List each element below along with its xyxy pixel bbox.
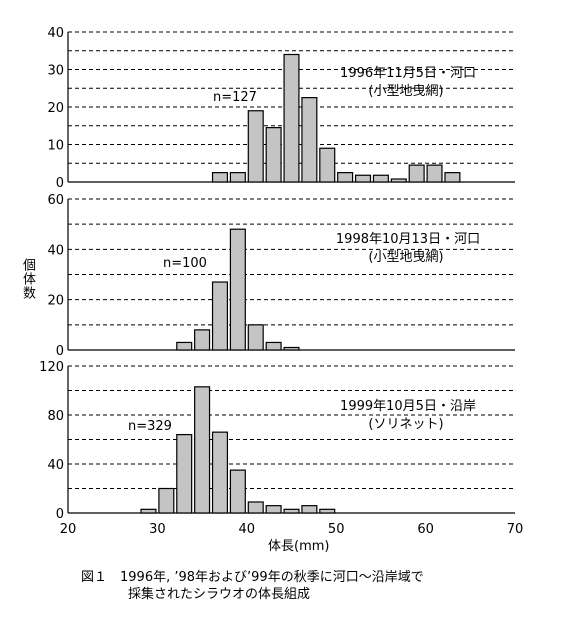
histogram-bar [176, 434, 193, 514]
x-tick-label: 60 [417, 522, 434, 537]
histogram-bar [158, 487, 175, 514]
histogram-bar [211, 431, 229, 514]
histogram-panel-2: 0 20 40 60 1998年10月13日・河口 (小型地曳網) n=100 [47, 193, 515, 359]
y-tick-label: 60 [47, 193, 64, 208]
histogram-bar [194, 329, 211, 351]
histogram-bar [265, 341, 282, 351]
y-tick-label: 10 [47, 139, 64, 154]
panel-method: (小型地曳網) [368, 250, 443, 265]
y-tick-label: 20 [47, 101, 64, 116]
histogram-bar [229, 228, 246, 351]
histogram-bar [247, 324, 264, 351]
histogram-bar [140, 508, 157, 514]
y-tick-label: 80 [47, 409, 64, 424]
histogram-bar [372, 174, 389, 183]
histogram-bar [229, 469, 246, 514]
panel-title: 1998年10月13日・河口 [336, 232, 480, 247]
y-tick-label: 0 [56, 176, 64, 191]
x-tick-label: 20 [60, 522, 77, 537]
panel-method: (小型地曳網) [368, 84, 443, 99]
y-tick-label: 40 [47, 243, 64, 258]
histogram-bar [211, 281, 229, 351]
histogram-bar [247, 110, 264, 183]
panel-title: 1999年10月5日・沿岸 [340, 399, 476, 414]
histogram-bar [176, 341, 193, 351]
figure-caption-line-2: 採集されたシラウオの体長組成 [128, 587, 311, 602]
histogram-panel-3: 0 40 80 120 1999年10月5日・沿岸 (ソリネット) n=329 [39, 360, 515, 522]
histogram-panel-1: 0 10 20 30 40 1996年11月5日・河口 (小型地曳網) n=127 [47, 26, 515, 191]
y-tick-label: 20 [47, 294, 64, 309]
y-axis-label: 個体数 [20, 258, 35, 300]
sample-size-label: n=100 [163, 256, 207, 271]
histogram-bar [283, 508, 300, 514]
histogram-bar [426, 164, 443, 183]
y-tick-label: 40 [47, 26, 64, 41]
histogram-bar [319, 508, 336, 514]
histogram-bar [194, 386, 211, 514]
histogram-bar [283, 53, 300, 183]
histogram-bar [319, 147, 336, 183]
histogram-bar [265, 505, 282, 514]
sample-size-label: n=329 [128, 419, 172, 434]
histogram-bar [390, 178, 407, 183]
y-tick-label: 0 [56, 507, 64, 522]
y-tick-label: 0 [56, 344, 64, 359]
y-tick-label: 40 [47, 458, 64, 473]
histogram-bar [408, 164, 425, 183]
y-tick-label: 120 [39, 360, 64, 375]
sample-size-label: n=127 [213, 90, 257, 105]
histogram-bar [283, 346, 300, 351]
x-axis-label: 体長(mm) [268, 539, 330, 554]
panel-method: (ソリネット) [368, 417, 443, 432]
histogram-bar [247, 501, 264, 514]
y-tick-label: 30 [47, 64, 64, 79]
histogram-bar [337, 172, 354, 183]
histogram-bar [265, 127, 282, 183]
histogram-bar [444, 172, 461, 183]
x-tick-label: 70 [507, 522, 524, 537]
histogram-bar [354, 174, 372, 183]
histogram-bar [301, 97, 318, 183]
x-tick-label: 30 [149, 522, 166, 537]
histogram-bar [211, 172, 229, 183]
histogram-bar [301, 505, 318, 514]
x-tick-label: 50 [328, 522, 345, 537]
histogram-bar [229, 172, 246, 183]
figure-caption-line-1: 図１ 1996年, ’98年および’99年の秋季に河口～沿岸域で [81, 570, 424, 585]
x-tick-label: 40 [239, 522, 256, 537]
panel-title: 1996年11月5日・河口 [340, 66, 476, 81]
